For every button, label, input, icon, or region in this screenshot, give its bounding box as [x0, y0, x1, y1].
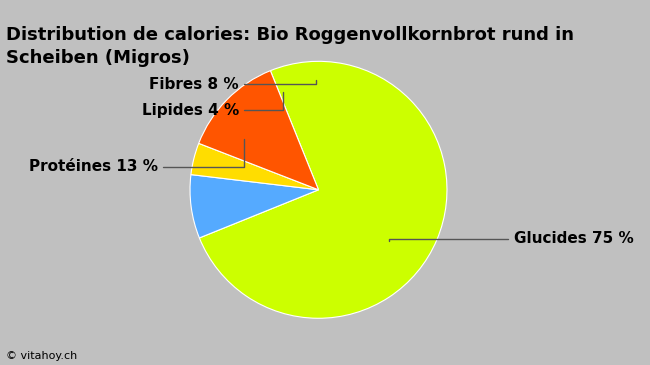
Text: Fibres 8 %: Fibres 8 % — [150, 77, 316, 92]
Wedge shape — [191, 143, 318, 190]
Text: Protéines 13 %: Protéines 13 % — [29, 139, 244, 174]
Wedge shape — [190, 174, 318, 238]
Text: © vitahoy.ch: © vitahoy.ch — [6, 351, 78, 361]
Wedge shape — [200, 61, 447, 318]
Text: Distribution de calories: Bio Roggenvollkornbrot rund in
Scheiben (Migros): Distribution de calories: Bio Roggenvoll… — [6, 26, 575, 67]
Text: Glucides 75 %: Glucides 75 % — [389, 231, 634, 246]
Wedge shape — [199, 71, 318, 190]
Text: Lipides 4 %: Lipides 4 % — [142, 92, 283, 118]
